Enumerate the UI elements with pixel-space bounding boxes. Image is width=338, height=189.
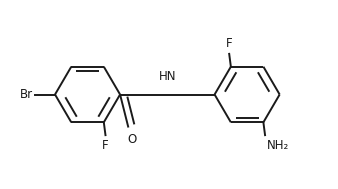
Text: F: F (226, 37, 233, 50)
Text: HN: HN (159, 70, 176, 84)
Text: F: F (102, 139, 109, 152)
Text: O: O (127, 132, 136, 146)
Text: Br: Br (20, 88, 33, 101)
Text: NH₂: NH₂ (267, 139, 289, 152)
